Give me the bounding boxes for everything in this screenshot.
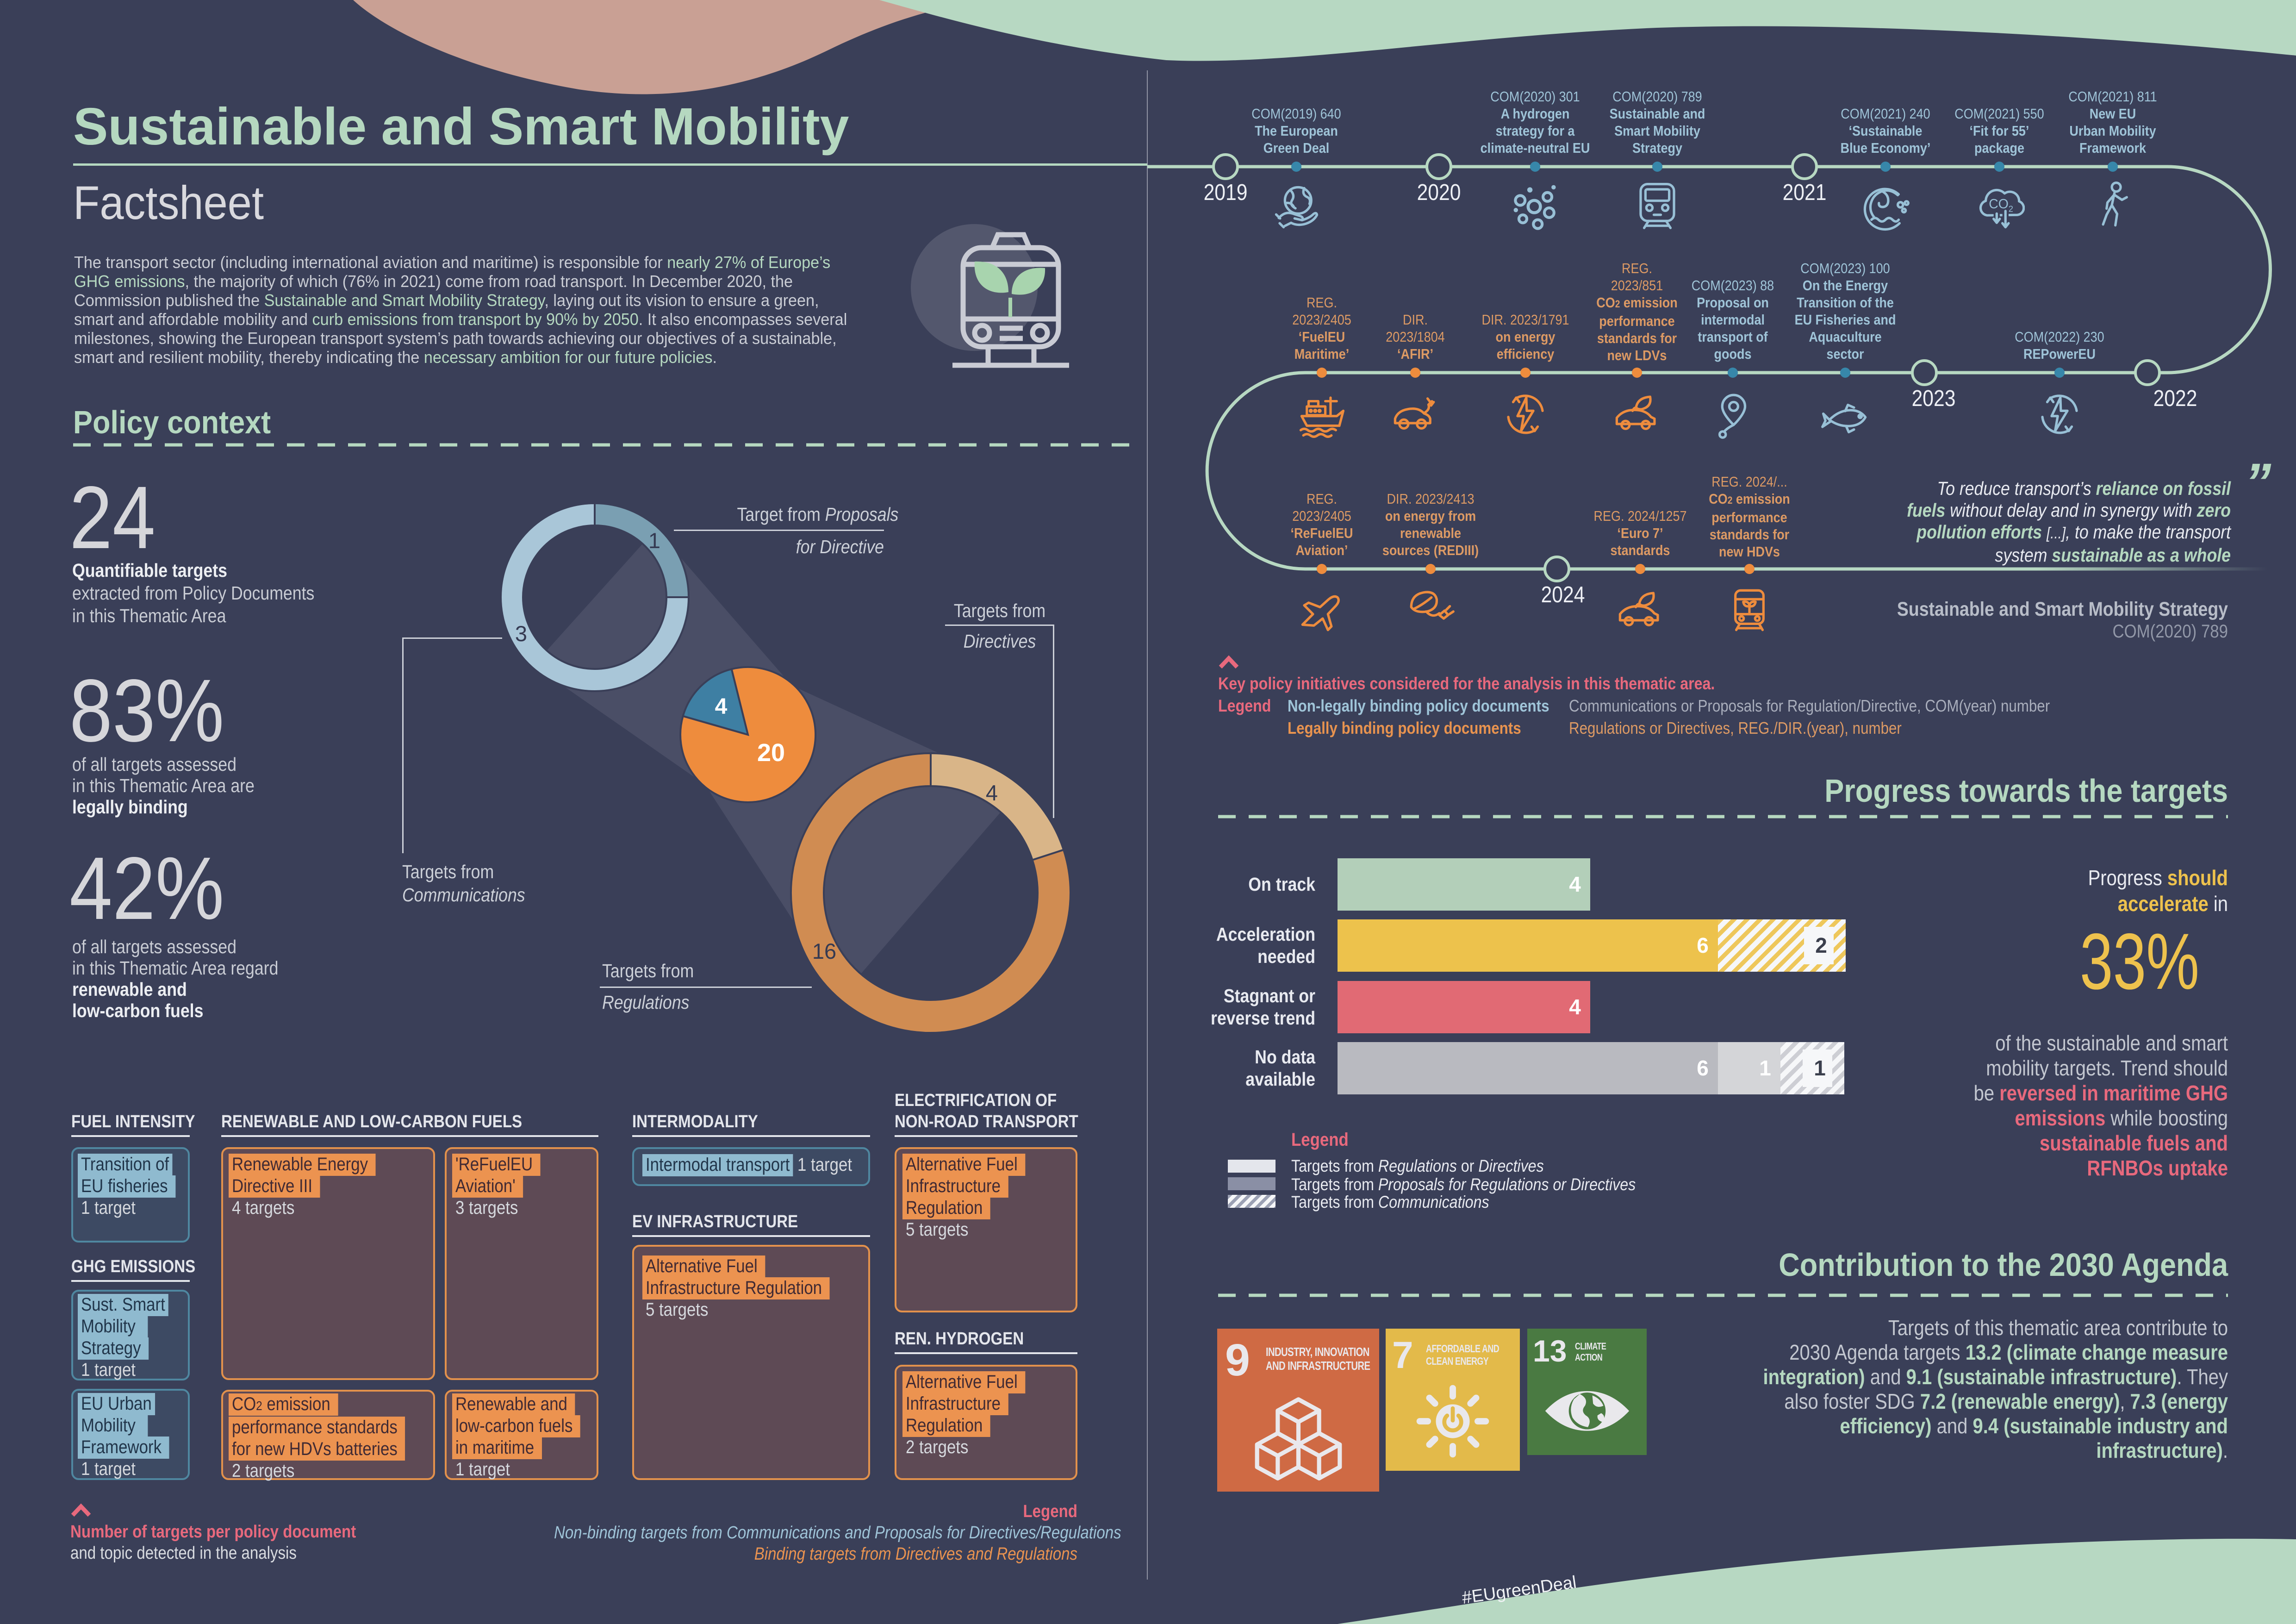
svg-text:4: 4 (986, 781, 998, 805)
svg-text:20: 20 (757, 739, 785, 767)
svg-text:1: 1 (648, 528, 660, 553)
svg-text:16: 16 (812, 939, 836, 963)
svg-text:CO: CO (1989, 197, 2009, 212)
svg-text:3: 3 (515, 621, 527, 646)
svg-text:2: 2 (2009, 205, 2013, 214)
svg-text:4: 4 (715, 694, 728, 719)
